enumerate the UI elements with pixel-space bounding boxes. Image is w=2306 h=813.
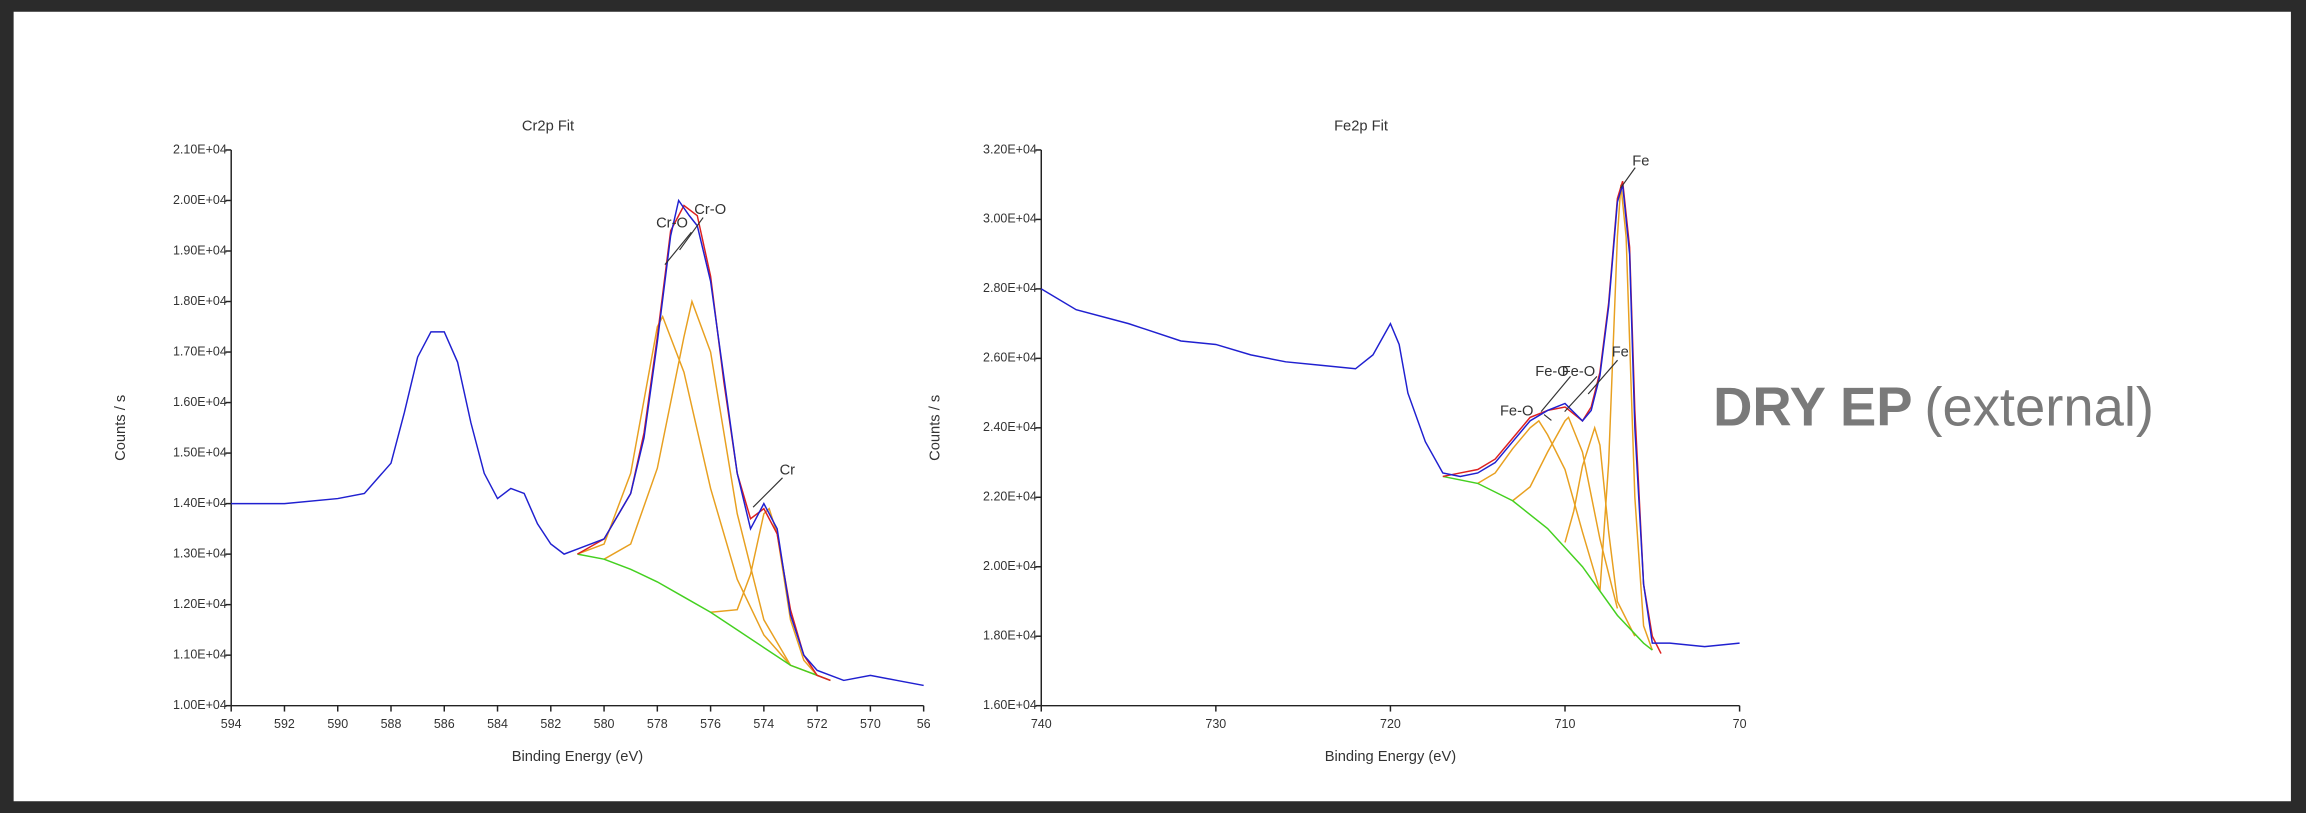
data-line: [1512, 416, 1619, 609]
chart-title: Fe2p Fit: [1334, 118, 1388, 134]
slide-label-bold: DRY EP: [1713, 377, 1912, 438]
x-tick-label: 590: [327, 717, 348, 731]
x-tick-label: 574: [753, 717, 774, 731]
x-tick-label: 580: [594, 717, 615, 731]
data-line: [1442, 475, 1653, 651]
annotation: Cr-O: [656, 215, 688, 231]
x-tick-label: 594: [221, 717, 242, 731]
x-tick-label: 720: [1380, 717, 1401, 731]
x-tick-label: 730: [1205, 717, 1226, 731]
annotation-leader: [752, 477, 783, 508]
data-line: [577, 553, 831, 682]
annotation-leader: [679, 217, 704, 251]
annotation: Fe-O: [1562, 364, 1595, 380]
data-line: [603, 298, 818, 677]
data-line: [1599, 184, 1654, 651]
y-tick-label: 1.30E+04: [173, 546, 227, 560]
y-tick-label: 1.10E+04: [173, 647, 227, 661]
annotation: Cr-O: [694, 202, 726, 218]
slide-background: [13, 11, 2291, 802]
data-line: [1564, 425, 1636, 637]
y-tick-label: 2.60E+04: [983, 351, 1037, 365]
y-tick-label: 1.80E+04: [983, 629, 1037, 643]
annotation-leader: [1543, 414, 1552, 421]
data-line: [577, 314, 792, 666]
y-tick-label: 1.70E+04: [173, 344, 227, 358]
y-tick-label: 2.20E+04: [983, 490, 1037, 504]
slide-label: DRY EP (external): [1713, 377, 2154, 438]
slide-label-rest: (external): [1924, 377, 2154, 438]
x-axis-label: Binding Energy (eV): [512, 749, 643, 765]
x-tick-label: 584: [487, 717, 508, 731]
y-tick-label: 2.10E+04: [173, 142, 227, 156]
y-tick-label: 1.90E+04: [173, 243, 227, 257]
annotation-leader: [1620, 167, 1636, 189]
y-tick-label: 1.80E+04: [173, 294, 227, 308]
x-tick-label: 56: [917, 717, 931, 731]
y-axis-label: Counts / s: [113, 395, 129, 461]
x-tick-label: 572: [807, 717, 828, 731]
y-tick-label: 1.20E+04: [173, 597, 227, 611]
annotation-leader: [664, 231, 692, 266]
x-tick-label: 586: [434, 717, 455, 731]
y-tick-label: 1.50E+04: [173, 445, 227, 459]
annotation-leader: [1540, 375, 1571, 413]
y-tick-label: 1.60E+04: [173, 395, 227, 409]
y-tick-label: 3.20E+04: [983, 142, 1037, 156]
annotation-leader: [1587, 359, 1619, 395]
x-tick-label: 578: [647, 717, 668, 731]
annotation: Fe: [1632, 154, 1649, 170]
x-tick-label: 576: [700, 717, 721, 731]
y-tick-label: 2.80E+04: [983, 281, 1037, 295]
annotation: Fe: [1612, 345, 1629, 361]
x-tick-label: 588: [381, 717, 402, 731]
y-tick-label: 2.40E+04: [983, 420, 1037, 434]
y-tick-label: 1.60E+04: [983, 698, 1037, 712]
annotation: Fe-O: [1500, 404, 1533, 420]
x-tick-label: 710: [1555, 717, 1576, 731]
data-line: [710, 507, 818, 676]
data-line: [1040, 184, 1740, 648]
data-line: [1477, 419, 1601, 592]
annotation: Cr: [780, 462, 796, 478]
y-tick-label: 2.00E+04: [983, 559, 1037, 573]
x-tick-label: 740: [1031, 717, 1052, 731]
annotation: Fe-O: [1535, 364, 1568, 380]
x-tick-label: 582: [540, 717, 561, 731]
y-tick-label: 3.00E+04: [983, 212, 1037, 226]
y-tick-label: 1.40E+04: [173, 496, 227, 510]
y-tick-label: 1.00E+04: [173, 698, 227, 712]
y-tick-label: 2.00E+04: [173, 193, 227, 207]
y-axis-label: Counts / s: [927, 395, 943, 461]
chart-title: Cr2p Fit: [522, 118, 574, 134]
x-tick-label: 570: [860, 717, 881, 731]
data-line: [231, 198, 924, 687]
x-tick-label: 70: [1733, 717, 1747, 731]
annotation-leader: [1564, 375, 1598, 413]
x-axis-label: Binding Energy (eV): [1325, 749, 1456, 765]
x-tick-label: 592: [274, 717, 295, 731]
